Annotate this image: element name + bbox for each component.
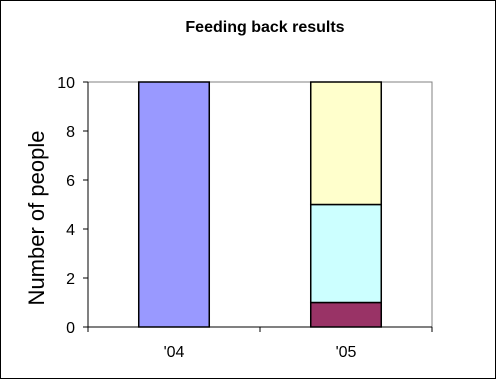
- y-tick-label: 10: [57, 75, 75, 92]
- y-axis: 0 2 4 6 8 10: [57, 75, 89, 337]
- bar-segment: [137, 81, 211, 328]
- bar-segment: [309, 301, 383, 328]
- bar-segment: [309, 203, 383, 304]
- y-axis-label: Number of people: [24, 131, 49, 306]
- chart-title: Feeding back results: [185, 19, 344, 36]
- y-tick-label: 8: [66, 124, 75, 141]
- category-label: '05: [336, 344, 357, 361]
- y-tick-label: 0: [66, 320, 75, 337]
- bars-group: [137, 81, 383, 328]
- x-axis: '04 '05: [87, 326, 433, 361]
- y-tick-label: 6: [66, 173, 75, 190]
- category-label: '04: [164, 344, 185, 361]
- y-tick-label: 2: [66, 271, 75, 288]
- y-tick-label: 4: [66, 222, 75, 239]
- bar-segment: [309, 81, 383, 206]
